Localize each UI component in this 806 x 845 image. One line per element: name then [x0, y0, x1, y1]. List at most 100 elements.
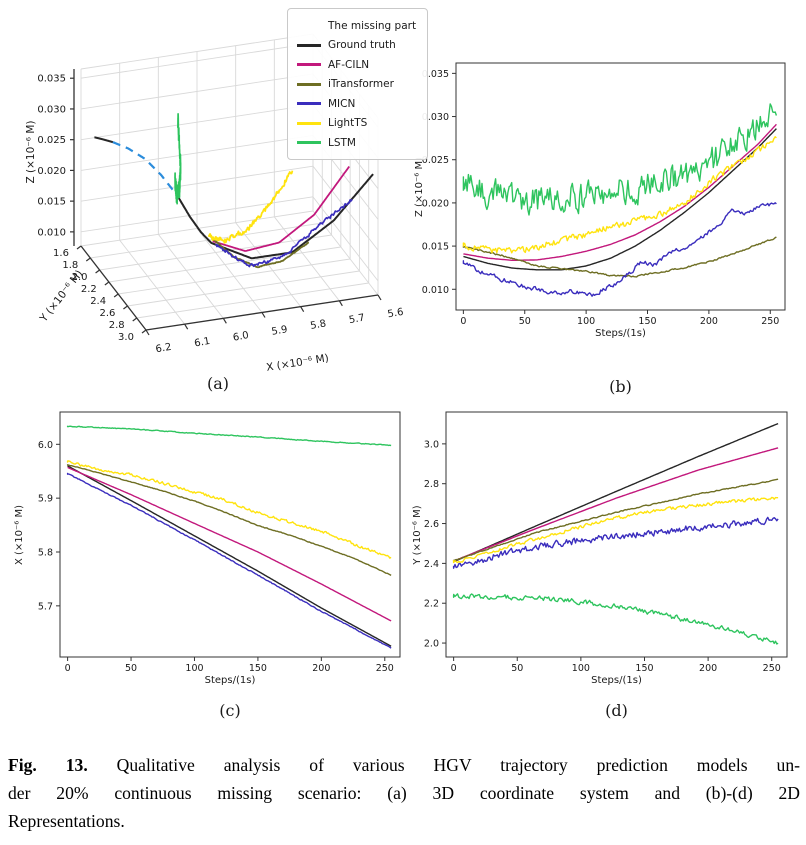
svg-text:6.0: 6.0 — [38, 440, 53, 451]
svg-text:0.010: 0.010 — [37, 227, 66, 238]
legend-item-itransformer: iTransformer — [297, 75, 419, 95]
svg-text:150: 150 — [635, 663, 653, 674]
svg-text:250: 250 — [761, 316, 779, 327]
svg-text:2.6: 2.6 — [424, 519, 439, 530]
panel-a-3d-plot: 6.2 6.1 6.0 5.9 5.8 5.7 5.6 1.61.82.02.22.42.62… — [25, 33, 405, 393]
svg-text:100: 100 — [572, 663, 590, 674]
svg-text:0.010: 0.010 — [422, 285, 449, 296]
legend-item-label: Ground truth — [328, 39, 396, 52]
svg-text:(d): (d) — [605, 701, 628, 720]
svg-text:6.1: 6.1 — [193, 336, 211, 350]
svg-text:X (×10⁻⁶ M): X (×10⁻⁶ M) — [265, 352, 329, 374]
legend-line-swatch — [297, 82, 321, 86]
panel-c-x-plot: 0 50 100 150 200 250 5.7 5.8 5.9 6.0 Steps/(1s) X (… — [14, 411, 401, 720]
svg-text:50: 50 — [511, 663, 523, 674]
legend-item-lstm: LSTM — [297, 133, 419, 153]
svg-text:0.020: 0.020 — [37, 166, 66, 177]
svg-text:0.030: 0.030 — [422, 112, 449, 123]
svg-text:50: 50 — [519, 316, 531, 327]
svg-text:2.8: 2.8 — [424, 479, 439, 490]
svg-text:Steps/(1s): Steps/(1s) — [205, 675, 256, 686]
svg-text:Y (×10⁻⁶ M): Y (×10⁻⁶ M) — [37, 268, 85, 325]
legend-line-swatch — [297, 141, 321, 145]
legend-item-label: AF-CILN — [328, 58, 370, 71]
svg-text:3.0: 3.0 — [424, 439, 439, 450]
svg-text:250: 250 — [376, 663, 394, 674]
svg-text:0: 0 — [65, 663, 71, 674]
svg-text:150: 150 — [638, 316, 656, 327]
legend-item-label: The missing part — [328, 19, 417, 32]
svg-text:2.0: 2.0 — [424, 639, 439, 650]
svg-text:0.025: 0.025 — [422, 155, 449, 166]
svg-text:0.025: 0.025 — [37, 135, 66, 146]
svg-text:(a): (a) — [207, 374, 229, 393]
legend-line-swatch — [297, 102, 321, 106]
svg-text:6.2: 6.2 — [155, 342, 173, 356]
svg-text:5.8: 5.8 — [309, 318, 327, 332]
svg-text:2.4: 2.4 — [424, 559, 439, 570]
legend-box: The missing part Ground truth AF-CILN iTran… — [287, 8, 428, 160]
legend-item-label: LightTS — [328, 117, 368, 130]
svg-text:Z (×10⁻⁶ M): Z (×10⁻⁶ M) — [414, 157, 425, 217]
legend-item-lightts: LightTS — [297, 114, 419, 134]
svg-text:5.9: 5.9 — [38, 494, 53, 505]
legend-item-label: iTransformer — [328, 78, 394, 91]
svg-text:200: 200 — [312, 663, 330, 674]
svg-text:Steps/(1s): Steps/(1s) — [591, 675, 642, 686]
svg-text:(b): (b) — [609, 377, 632, 396]
svg-text:2.0: 2.0 — [72, 272, 88, 283]
figure-caption: Fig. 13. Qualitative analysis of various… — [8, 752, 800, 835]
legend-line-swatch — [297, 121, 321, 125]
legend-line-swatch — [297, 63, 321, 67]
svg-text:200: 200 — [699, 663, 717, 674]
svg-text:200: 200 — [700, 316, 718, 327]
legend-item-the-missing-part: The missing part — [297, 16, 419, 36]
caption-line-3: Representations. — [8, 810, 125, 831]
svg-text:5.6: 5.6 — [387, 307, 405, 321]
svg-text:Y (×10⁻⁶ M): Y (×10⁻⁶ M) — [412, 505, 423, 565]
svg-text:0.020: 0.020 — [422, 198, 449, 209]
legend-line-swatch — [297, 24, 321, 27]
legend-line-swatch — [297, 43, 321, 47]
svg-text:0.015: 0.015 — [422, 242, 449, 253]
svg-text:Steps/(1s): Steps/(1s) — [595, 328, 646, 339]
svg-text:X (×10⁻⁶ M): X (×10⁻⁶ M) — [14, 505, 25, 565]
svg-text:0: 0 — [460, 316, 466, 327]
svg-text:0.035: 0.035 — [422, 69, 449, 80]
svg-text:0.030: 0.030 — [37, 104, 66, 115]
legend-item-micn: MICN — [297, 94, 419, 114]
svg-text:6.0: 6.0 — [232, 330, 250, 344]
svg-text:1.6: 1.6 — [53, 248, 69, 259]
svg-text:2.2: 2.2 — [424, 599, 439, 610]
svg-text:150: 150 — [249, 663, 267, 674]
panel-b-z-plot: 0 50 100 150 200 250 0.010 0.015 0.020 0.025 0.030… — [414, 62, 786, 396]
svg-text:0.035: 0.035 — [37, 74, 66, 85]
svg-text:100: 100 — [185, 663, 203, 674]
svg-text:250: 250 — [763, 663, 781, 674]
panel-d-y-plot: 0 50 100 150 200 250 2.0 2.2 2.4 2.6 2.8 3.0 Steps/(… — [412, 411, 788, 720]
caption-line-2: der 20% continuous missing scenario: (a)… — [8, 782, 800, 803]
svg-text:(c): (c) — [219, 701, 240, 720]
legend-item-ground-truth: Ground truth — [297, 36, 419, 56]
svg-text:5.7: 5.7 — [348, 313, 366, 327]
svg-text:100: 100 — [577, 316, 595, 327]
svg-text:2.2: 2.2 — [81, 284, 97, 295]
legend-item-af-ciln: AF-CILN — [297, 55, 419, 75]
svg-text:0.015: 0.015 — [37, 197, 66, 208]
legend-item-label: LSTM — [328, 136, 356, 149]
caption-line-1-text: Qualitative analysis of various HGV traj… — [87, 755, 800, 775]
svg-text:1.8: 1.8 — [62, 260, 78, 271]
svg-text:2.4: 2.4 — [90, 296, 106, 307]
svg-text:5.9: 5.9 — [271, 324, 289, 338]
caption-line-1: Fig. 13. Qualitative analysis of various… — [8, 752, 800, 780]
svg-text:2.8: 2.8 — [109, 320, 125, 331]
caption-figure-label: Fig. 13. — [8, 755, 88, 775]
svg-text:2.6: 2.6 — [99, 308, 115, 319]
svg-text:Z (×10⁻⁶ M): Z (×10⁻⁶ M) — [25, 120, 37, 183]
svg-text:3.0: 3.0 — [118, 332, 134, 343]
svg-text:0: 0 — [451, 663, 457, 674]
svg-text:5.8: 5.8 — [38, 548, 53, 559]
svg-text:50: 50 — [125, 663, 137, 674]
legend-item-label: MICN — [328, 97, 356, 110]
